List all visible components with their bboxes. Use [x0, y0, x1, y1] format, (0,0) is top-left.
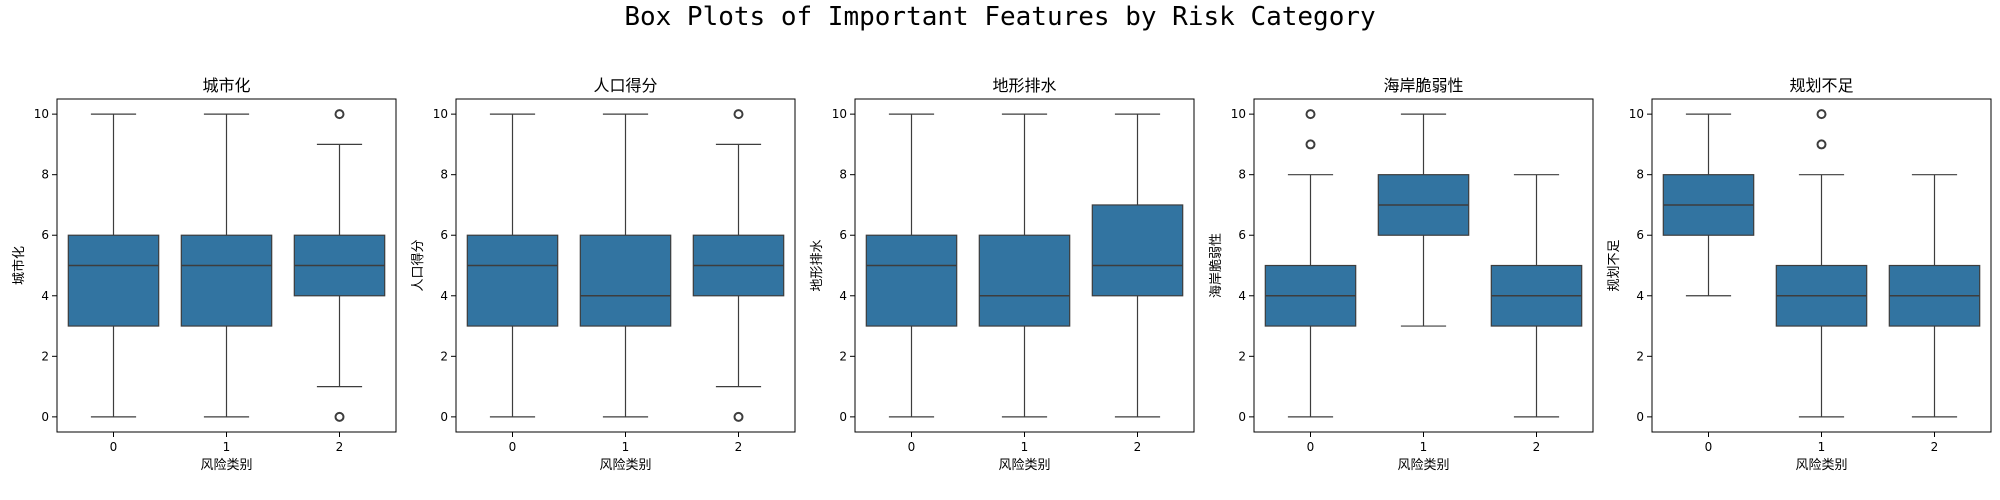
outlier-point	[733, 109, 744, 120]
y-tick-label: 2	[440, 349, 448, 363]
outlier-point	[1305, 139, 1316, 150]
x-tick-label: 0	[509, 440, 517, 454]
panel-title: 城市化	[202, 76, 250, 95]
outlier-point	[1816, 139, 1827, 150]
y-axis-label: 地形排水	[810, 239, 825, 291]
y-tick-label: 6	[1636, 228, 1644, 242]
y-tick-label: 0	[1636, 410, 1644, 424]
y-tick-label: 2	[41, 349, 49, 363]
x-tick-label: 0	[908, 440, 916, 454]
x-tick-label: 0	[1307, 440, 1315, 454]
x-tick-label: 1	[1420, 440, 1428, 454]
y-tick-label: 8	[41, 168, 49, 182]
y-tick-label: 0	[1238, 410, 1246, 424]
box-iqr	[67, 234, 160, 327]
panel-title: 海岸脆弱性	[1383, 76, 1463, 95]
x-axis-label: 风险类别	[1795, 458, 1847, 473]
y-axis-label: 人口得分	[410, 239, 426, 291]
outlier-point	[1305, 109, 1316, 120]
box-iqr	[865, 234, 958, 327]
y-tick-label: 10	[1629, 107, 1644, 121]
x-tick-label: 2	[1134, 440, 1142, 454]
x-axis-label: 风险类别	[599, 458, 651, 473]
y-tick-label: 2	[839, 349, 847, 363]
x-tick-label: 2	[1533, 440, 1541, 454]
y-tick-label: 4	[41, 289, 49, 303]
y-tick-label: 6	[839, 228, 847, 242]
y-axis-label: 城市化	[11, 246, 27, 285]
outlier-point	[733, 411, 744, 422]
y-tick-label: 8	[839, 168, 847, 182]
y-tick-label: 4	[1636, 289, 1644, 303]
y-tick-label: 0	[41, 410, 49, 424]
outlier-point	[1816, 109, 1827, 120]
y-tick-label: 8	[440, 168, 448, 182]
x-tick-label: 2	[735, 440, 743, 454]
y-tick-label: 0	[839, 410, 847, 424]
box-iqr	[579, 234, 672, 327]
x-tick-label: 1	[1818, 440, 1826, 454]
x-axis-label: 风险类别	[200, 458, 252, 473]
outlier-point	[334, 109, 345, 120]
y-tick-label: 0	[440, 410, 448, 424]
x-tick-label: 1	[622, 440, 630, 454]
panel-title: 人口得分	[593, 76, 657, 95]
box-iqr	[466, 234, 559, 327]
box-iqr	[180, 234, 273, 327]
y-tick-label: 6	[1238, 228, 1246, 242]
x-tick-label: 2	[1931, 440, 1939, 454]
y-tick-label: 4	[440, 289, 448, 303]
box-iqr	[1091, 204, 1184, 297]
panel-title: 规划不足	[1789, 76, 1853, 95]
x-tick-label: 1	[223, 440, 231, 454]
x-axis-label: 风险类别	[998, 458, 1050, 473]
x-tick-label: 0	[1705, 440, 1713, 454]
y-axis-label: 海岸脆弱性	[1208, 233, 1224, 298]
y-tick-label: 10	[433, 107, 448, 121]
y-tick-label: 4	[1238, 289, 1246, 303]
x-tick-label: 2	[336, 440, 344, 454]
figure-title: Box Plots of Important Features by Risk …	[624, 2, 1376, 32]
y-tick-label: 10	[1231, 107, 1246, 121]
x-axis-label: 风险类别	[1397, 458, 1449, 473]
y-axis-label: 规划不足	[1607, 239, 1622, 291]
box-iqr	[978, 234, 1071, 327]
y-tick-label: 2	[1238, 349, 1246, 363]
y-tick-label: 2	[1636, 349, 1644, 363]
y-tick-label: 10	[34, 107, 49, 121]
y-tick-label: 6	[41, 228, 49, 242]
y-tick-label: 8	[1636, 168, 1644, 182]
y-tick-label: 10	[832, 107, 847, 121]
y-tick-label: 4	[839, 289, 847, 303]
y-tick-label: 8	[1238, 168, 1246, 182]
x-tick-label: 1	[1021, 440, 1029, 454]
x-tick-label: 0	[110, 440, 118, 454]
y-tick-label: 6	[440, 228, 448, 242]
outlier-point	[334, 411, 345, 422]
panel-title: 地形排水	[992, 76, 1056, 95]
